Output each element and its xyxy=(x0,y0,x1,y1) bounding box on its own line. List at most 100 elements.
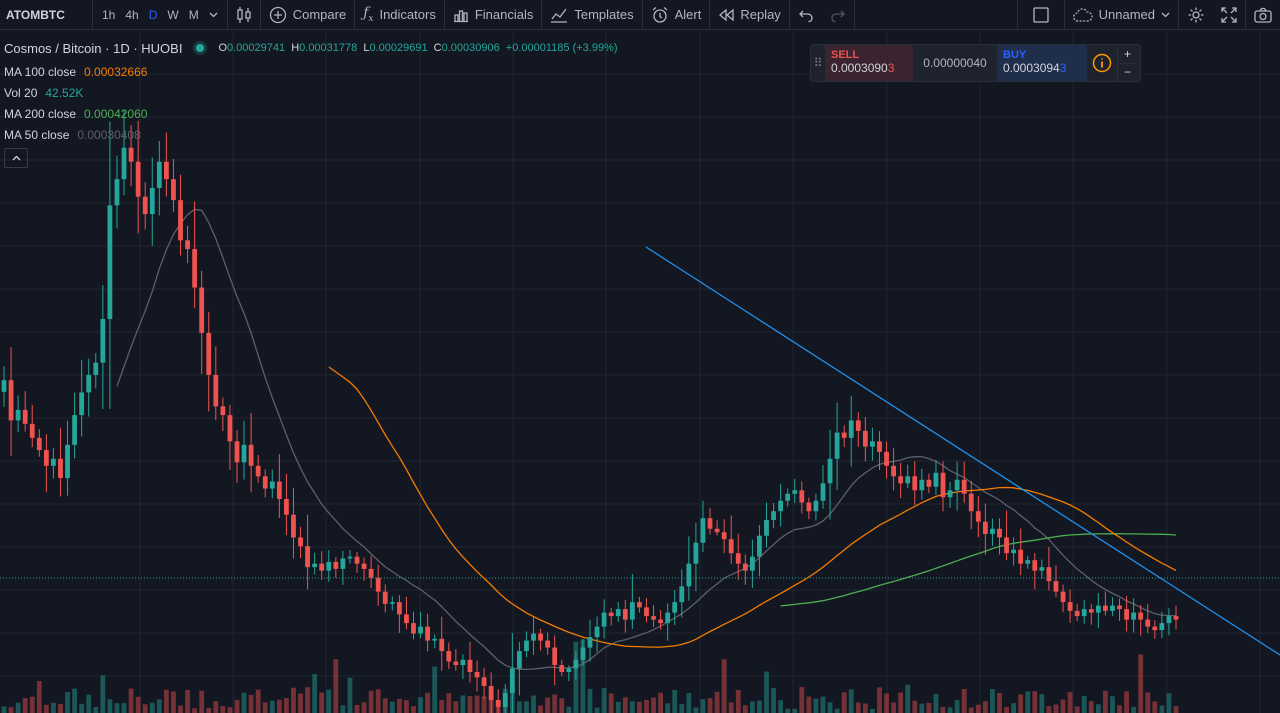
volume-bar xyxy=(644,699,649,713)
candle-body xyxy=(43,450,49,466)
candle-body xyxy=(227,415,233,442)
divider xyxy=(853,0,855,30)
volume-bar xyxy=(1074,706,1080,713)
candle-body xyxy=(135,161,141,197)
candle-body xyxy=(608,612,614,617)
candle-body xyxy=(220,406,226,416)
redo-button[interactable] xyxy=(822,0,854,30)
volume-bar xyxy=(305,687,310,713)
interval-w[interactable]: W xyxy=(167,7,179,22)
sell-price: 0.00030903 xyxy=(831,61,907,75)
volume-bar xyxy=(1095,704,1101,713)
candle-body xyxy=(411,623,416,634)
indicator-ma100[interactable]: MA 100 close 0.00032666 xyxy=(4,61,618,82)
settings-button[interactable] xyxy=(1179,0,1213,30)
candle-body xyxy=(545,640,551,648)
undo-button[interactable] xyxy=(790,0,822,30)
camera-icon xyxy=(1254,7,1272,23)
volume-bar xyxy=(862,703,868,713)
candle-body xyxy=(453,661,459,666)
indicator-value: 0.00032666 xyxy=(84,64,148,79)
financials-button[interactable]: Financials xyxy=(445,0,542,30)
candle-body xyxy=(262,476,268,489)
trendline[interactable] xyxy=(645,246,1280,656)
layout-button[interactable] xyxy=(1018,0,1064,30)
volume-bar xyxy=(114,703,120,713)
indicator-value: 0.00042060 xyxy=(84,106,148,121)
info-button[interactable] xyxy=(1087,45,1117,81)
candle-body xyxy=(1053,581,1059,592)
chart-type-button[interactable] xyxy=(228,0,260,30)
interval-1h[interactable]: 1h xyxy=(102,7,116,22)
candle-body xyxy=(1145,619,1151,627)
save-layout-button[interactable]: Unnamed xyxy=(1065,0,1178,30)
candle-body xyxy=(502,693,508,707)
buy-button[interactable]: BUY 0.00030943 xyxy=(997,45,1087,81)
chevron-down-icon[interactable] xyxy=(204,8,223,22)
candle-body xyxy=(1039,567,1045,571)
compare-button[interactable]: Compare xyxy=(261,0,354,30)
volume-bar xyxy=(291,687,296,713)
divider xyxy=(1063,0,1065,30)
sell-button[interactable]: SELL 0.00030903 xyxy=(825,45,913,81)
low-label: L xyxy=(363,42,370,54)
interval-d[interactable]: D xyxy=(148,7,158,22)
candle-body xyxy=(276,481,282,500)
interval-m[interactable]: M xyxy=(188,7,199,22)
volume-bar xyxy=(898,692,904,713)
volume-bar xyxy=(686,692,692,713)
candle-body xyxy=(855,420,861,431)
series-title[interactable]: Cosmos / Bitcoin · 1D · HUOBI xyxy=(4,40,183,56)
candle-body xyxy=(156,161,162,188)
increase-button[interactable]: + xyxy=(1117,45,1137,64)
candle-body xyxy=(114,179,120,206)
indicator-ma50[interactable]: MA 50 close 0.00030408 xyxy=(4,124,618,145)
close-value: 0.00030906 xyxy=(441,42,500,54)
fullscreen-button[interactable] xyxy=(1213,0,1245,30)
candle-body xyxy=(968,493,974,512)
candle-body xyxy=(799,490,805,503)
interval-4h[interactable]: 4h xyxy=(125,7,139,22)
candle-body xyxy=(637,602,642,608)
volume-bar xyxy=(51,702,56,713)
candle-body xyxy=(340,558,346,569)
indicators-button[interactable]: ƒx Indicators xyxy=(355,0,444,30)
volume-bar xyxy=(1018,694,1024,713)
candle-body xyxy=(954,479,960,491)
volume-bar xyxy=(43,704,49,713)
volume-bar xyxy=(1039,694,1045,713)
volume-bar xyxy=(940,706,946,713)
candle-body xyxy=(1159,623,1165,631)
compare-label: Compare xyxy=(292,7,347,22)
replay-button[interactable]: Replay xyxy=(710,0,788,30)
price-chart[interactable] xyxy=(0,30,1280,713)
volume-bar xyxy=(672,689,678,713)
drag-handle-icon[interactable]: ⠿ xyxy=(813,56,823,70)
volume-bar xyxy=(199,690,205,713)
indicator-ma200[interactable]: MA 200 close 0.00042060 xyxy=(4,103,618,124)
candle-body xyxy=(389,602,395,604)
volume-bar xyxy=(827,702,833,713)
candle-body xyxy=(1,380,7,392)
decrease-button[interactable]: − xyxy=(1117,63,1137,81)
volume-bar xyxy=(700,699,706,713)
volume-bar xyxy=(587,688,593,713)
candle-body xyxy=(658,619,664,624)
buy-price: 0.00030943 xyxy=(1003,61,1081,75)
candle-body xyxy=(891,465,896,477)
alert-button[interactable]: Alert xyxy=(643,0,710,30)
symbol-search[interactable]: ATOMBTC xyxy=(6,7,65,22)
templates-button[interactable]: Templates xyxy=(542,0,641,30)
candle-body xyxy=(728,539,734,554)
screenshot-button[interactable] xyxy=(1246,0,1280,30)
divider xyxy=(1016,0,1018,30)
divider xyxy=(641,0,643,30)
indicator-volume[interactable]: Vol 20 42.52K xyxy=(4,82,618,103)
candle-body xyxy=(559,665,565,673)
candle-body xyxy=(474,672,480,678)
volume-bar xyxy=(347,677,353,713)
volume-bar xyxy=(361,702,367,713)
collapse-legend-button[interactable] xyxy=(4,148,28,168)
volume-bar xyxy=(1081,695,1087,713)
candle-body xyxy=(1004,537,1009,554)
